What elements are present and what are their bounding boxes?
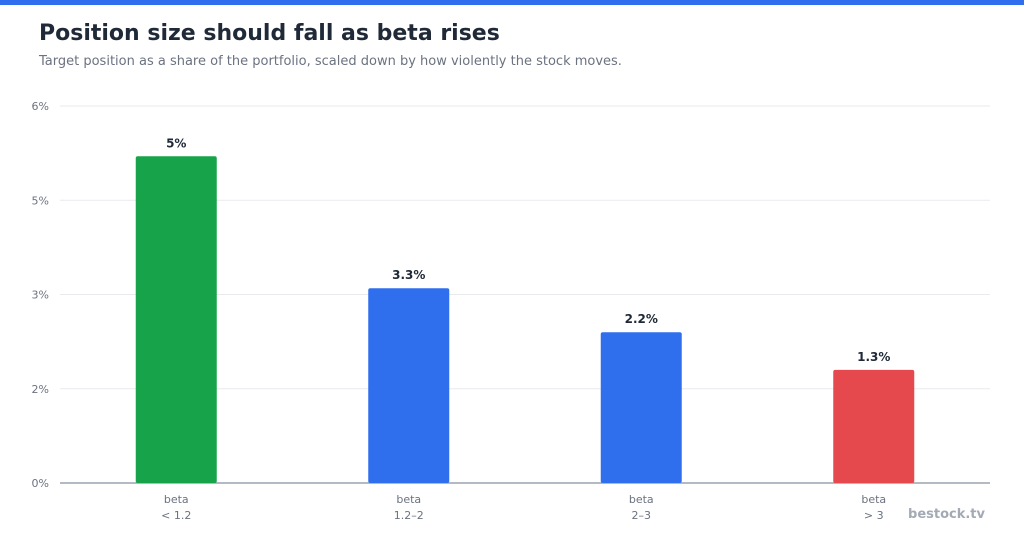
x-tick-label: 1.2–2 [394,509,424,522]
y-tick-label: 0% [32,477,49,490]
x-tick-label: < 1.2 [161,509,191,522]
watermark: bestock.tv [908,507,985,522]
top-accent-bar [0,0,1024,5]
y-tick-label: 6% [32,100,49,113]
bar [600,332,682,483]
bar [368,288,450,483]
x-tick-label: beta [164,493,189,506]
data-label: 2.2% [625,312,658,326]
data-label: 1.3% [857,350,890,364]
x-tick-label: beta [396,493,421,506]
bar [135,156,217,483]
x-tick-label: 2–3 [632,509,652,522]
x-tick-label: beta [861,493,886,506]
bar [833,369,915,483]
chart-subtitle: Target position as a share of the portfo… [39,54,622,69]
data-label: 3.3% [392,268,425,282]
chart-title: Position size should fall as beta rises [39,21,500,46]
y-tick-label: 2% [32,383,49,396]
x-tick-label: > 3 [864,509,884,522]
y-tick-label: 3% [32,289,49,302]
y-tick-label: 5% [32,194,49,207]
data-label: 5% [166,136,186,150]
x-tick-label: beta [629,493,654,506]
